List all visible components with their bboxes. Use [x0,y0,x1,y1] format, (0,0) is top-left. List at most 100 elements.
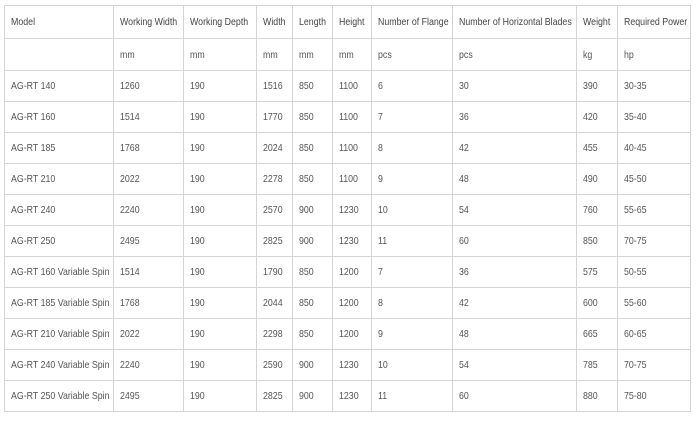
data-cell: AG-RT 240 [11,204,56,216]
table-cell: 1230 [332,349,372,381]
table-cell: 8 [371,132,453,164]
table-cell: Working Width [113,5,184,39]
table-cell: 2024 [256,132,293,164]
table-cell: pcs [371,38,453,71]
table-cell: 850 [292,101,333,133]
data-cell: 455 [583,142,598,154]
data-cell: 60 [459,235,469,247]
data-cell: 900 [299,359,314,371]
data-cell: 42 [459,297,469,309]
unit-cell: mm [190,48,205,61]
data-cell: 1100 [339,173,358,185]
table-cell: 575 [576,256,618,288]
table-cell: AG-RT 240 Variable Spin [4,349,114,381]
data-cell: 1100 [339,80,358,92]
table-cell: 35-40 [617,101,691,133]
header-cell: Number of Flange [378,16,449,28]
data-cell: 42 [459,142,469,154]
table-cell: 1260 [113,70,184,102]
table-cell: mm [256,38,293,71]
table-cell: Number of Flange [371,5,453,39]
data-cell: AG-RT 250 Variable Spin [11,390,110,402]
data-cell: 48 [459,328,469,340]
data-cell: 850 [299,297,314,309]
data-row: AG-RT 210 Variable Spin 2022 190 2298 850 120… [4,318,691,350]
table-cell: 75-80 [617,380,691,412]
data-cell: 390 [583,80,598,92]
table-cell: 48 [452,163,577,195]
data-cell: 54 [459,359,469,371]
table-cell: 190 [183,70,257,102]
data-row: AG-RT 185 Variable Spin 1768 190 2044 850 120… [4,287,691,319]
data-cell: 1230 [339,390,359,402]
table-cell: 190 [183,287,257,319]
data-cell: 50-55 [624,266,647,278]
data-cell: 2825 [263,390,283,402]
table-cell: 850 [576,225,618,257]
data-cell: 1100 [339,111,358,123]
table-cell: 600 [576,287,618,319]
data-cell: 60-65 [624,328,647,340]
data-cell: 575 [583,266,598,278]
table-cell: 850 [292,70,333,102]
data-row: AG-RT 250 2495 190 2825 900 1230 11 60 850 70-75 [4,225,691,257]
table-cell: 2022 [113,163,184,195]
table-cell: AG-RT 160 Variable Spin [4,256,114,288]
data-cell: 190 [190,390,205,402]
table-cell: 190 [183,318,257,350]
data-cell: 1516 [263,80,283,92]
data-cell: 55-65 [624,204,647,216]
data-cell: 190 [190,204,205,216]
data-row: AG-RT 140 1260 190 1516 850 1100 6 30 390 30-35 [4,70,691,102]
table-cell: 190 [183,380,257,412]
data-cell: 10 [378,204,388,216]
table-cell: 785 [576,349,618,381]
table-cell: 190 [183,132,257,164]
table-cell: 420 [576,101,618,133]
data-cell: 11 [378,390,388,402]
table-cell: 70-75 [617,349,691,381]
table-cell: 2298 [256,318,293,350]
data-cell: 2044 [263,297,283,309]
table-cell: mm [292,38,333,71]
unit-cell: pcs [378,48,392,61]
data-cell: 8 [378,142,383,154]
table-cell: 1230 [332,194,372,226]
data-cell: 1200 [339,328,359,340]
table-cell: mm [183,38,257,71]
data-cell: 190 [190,266,205,278]
table-cell: 60 [452,225,577,257]
table-cell: Required Power [617,5,691,39]
table-cell: 390 [576,70,618,102]
data-row: AG-RT 240 Variable Spin 2240 190 2590 900 123… [4,349,691,381]
data-cell: 900 [299,235,314,247]
table-cell: mm [113,38,184,71]
table-cell: Model [4,5,114,39]
table-cell: 760 [576,194,618,226]
table-cell: 190 [183,225,257,257]
table-cell: 850 [292,132,333,164]
data-cell: AG-RT 185 [11,142,56,154]
table-cell: 9 [371,318,453,350]
data-cell: 2022 [120,328,140,340]
data-cell: AG-RT 240 Variable Spin [11,359,110,371]
table-cell: hp [617,38,691,71]
data-cell: 1768 [120,142,140,154]
table-cell: 2590 [256,349,293,381]
data-cell: 7 [378,111,383,123]
data-cell: 900 [299,204,314,216]
data-cell: AG-RT 160 [11,111,56,123]
unit-cell: hp [624,48,634,61]
data-cell: 36 [459,111,469,123]
data-cell: 54 [459,204,469,216]
data-cell: 2240 [120,204,140,216]
table-cell: AG-RT 210 Variable Spin [4,318,114,350]
data-row: AG-RT 210 2022 190 2278 850 1100 9 48 490 45-50 [4,163,691,195]
table-cell: 2495 [113,225,184,257]
data-cell: 850 [299,328,314,340]
data-cell: 1200 [339,266,359,278]
data-cell: 2022 [120,173,140,185]
table-cell: 6 [371,70,453,102]
table-cell: AG-RT 140 [4,70,114,102]
data-cell: AG-RT 210 Variable Spin [11,328,110,340]
